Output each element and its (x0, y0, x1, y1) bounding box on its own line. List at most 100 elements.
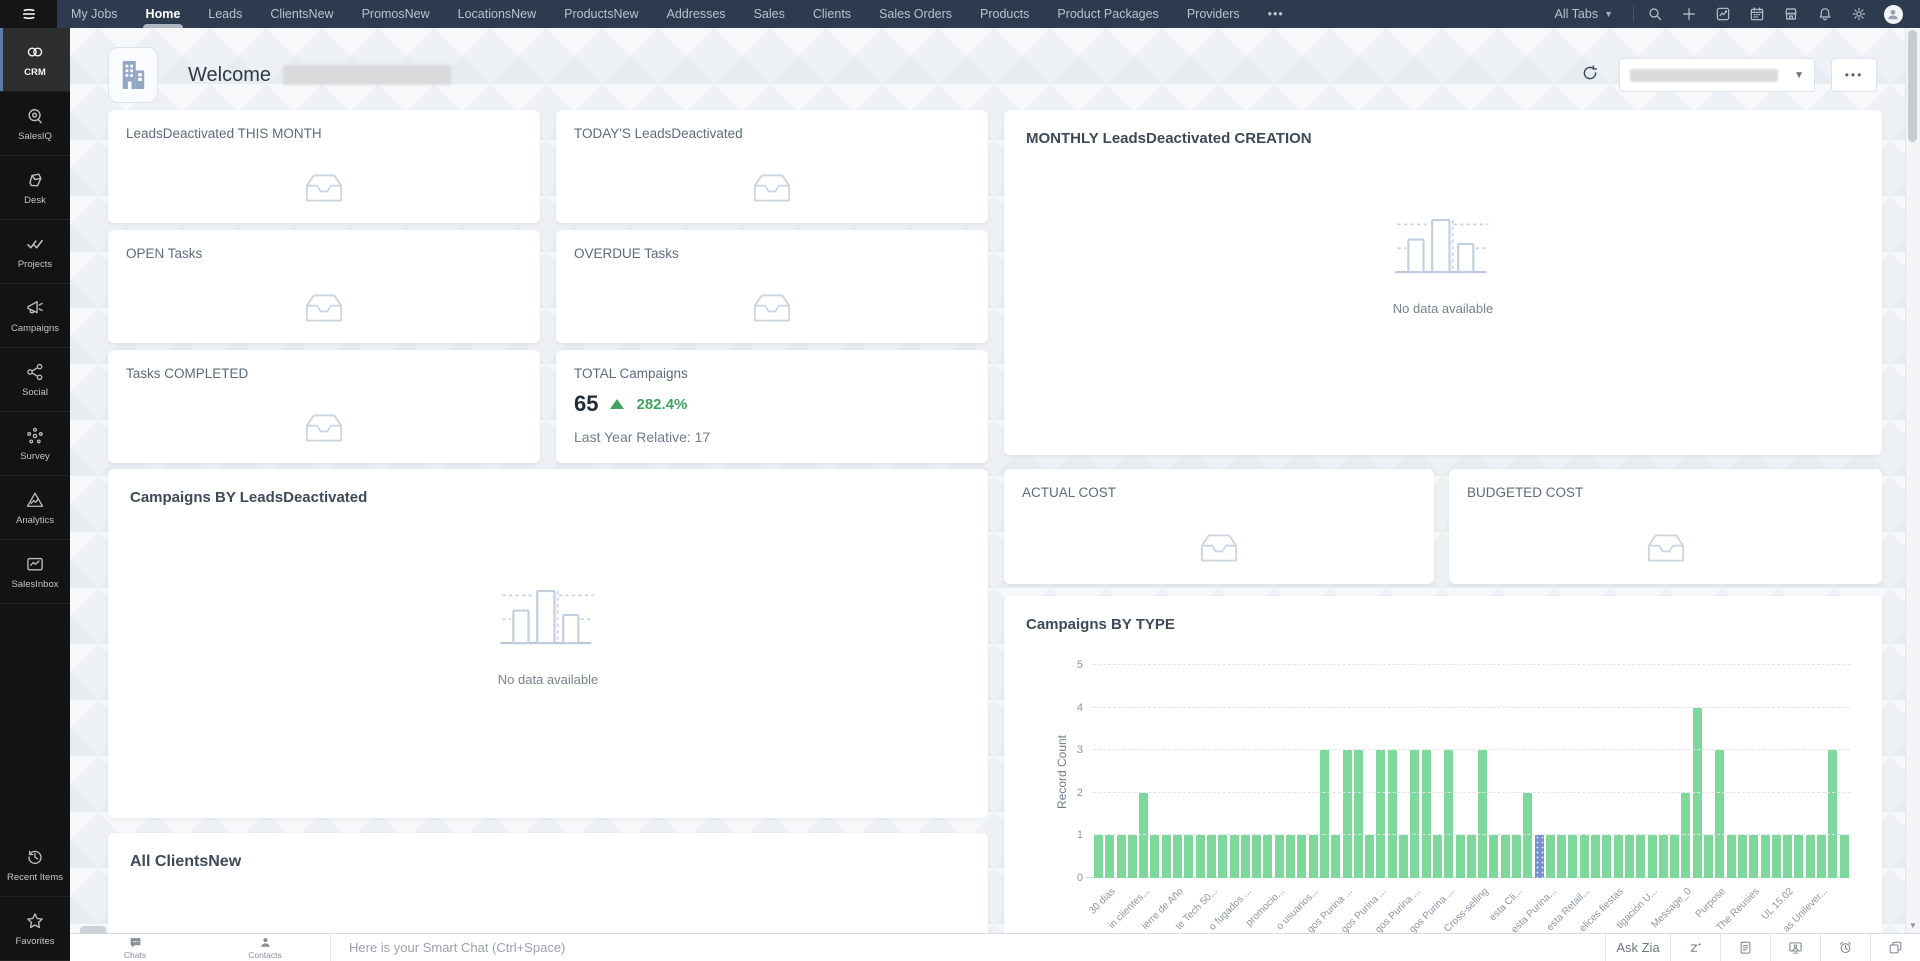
nav-tab-my-jobs[interactable]: My Jobs (71, 7, 118, 21)
chats-button[interactable]: Chats (70, 934, 200, 961)
bar[interactable] (1331, 835, 1341, 878)
bar[interactable] (1387, 750, 1397, 878)
bar[interactable] (1240, 835, 1250, 878)
bar[interactable] (1319, 750, 1329, 878)
bar[interactable] (1568, 835, 1578, 878)
bar[interactable] (1342, 750, 1352, 878)
bar[interactable] (1399, 835, 1409, 878)
bar[interactable] (1229, 835, 1239, 878)
bar[interactable] (1489, 835, 1499, 878)
nav-tab-products[interactable]: Products (980, 7, 1030, 21)
scrollbar-thumb[interactable] (1908, 30, 1917, 142)
nav-tab-clientsnew[interactable]: ClientsNew (270, 7, 334, 21)
bar[interactable] (1771, 835, 1781, 878)
bar[interactable] (1432, 835, 1442, 878)
bar[interactable] (1805, 835, 1815, 878)
sidebar-item-crm[interactable]: CRM (0, 28, 70, 92)
bar[interactable] (1591, 835, 1601, 878)
sidebar-item-recent-items[interactable]: Recent Items (0, 833, 70, 897)
sidebar-item-salesiq[interactable]: SalesIQ (0, 92, 70, 156)
nav-tab-more[interactable]: ••• (1267, 7, 1284, 21)
nav-tab-addresses[interactable]: Addresses (666, 7, 726, 21)
bar-highlighted[interactable] (1534, 835, 1544, 878)
bar[interactable] (1760, 835, 1770, 878)
bar[interactable] (1817, 835, 1826, 878)
bar[interactable] (1737, 835, 1747, 878)
bar[interactable] (1195, 835, 1205, 878)
bar[interactable] (1421, 750, 1431, 878)
bar[interactable] (1173, 835, 1183, 878)
bar[interactable] (1308, 835, 1318, 878)
dashboard-selector-dropdown[interactable]: ▼ (1619, 58, 1815, 92)
zia-button[interactable] (1671, 934, 1720, 961)
nav-tab-home[interactable]: Home (132, 0, 195, 28)
bar[interactable] (1365, 835, 1375, 878)
nav-tab-productsnew[interactable]: ProductsNew (564, 7, 639, 21)
bar[interactable] (1647, 835, 1657, 878)
bar[interactable] (1523, 792, 1533, 878)
bar[interactable] (1376, 750, 1386, 878)
ask-zia-button[interactable]: Ask Zia (1616, 940, 1660, 955)
nav-tab-providers[interactable]: Providers (1186, 7, 1240, 21)
bar[interactable] (1094, 835, 1103, 878)
bar[interactable] (1127, 835, 1137, 878)
vertical-scrollbar[interactable]: ▼ (1905, 28, 1920, 933)
bar[interactable] (1252, 835, 1262, 878)
settings-button[interactable] (1842, 0, 1876, 28)
bar[interactable] (1297, 835, 1307, 878)
nav-tab-product-packages[interactable]: Product Packages (1057, 7, 1159, 21)
bar[interactable] (1150, 835, 1160, 878)
bar[interactable] (1783, 835, 1793, 878)
bar[interactable] (1206, 835, 1216, 878)
bar[interactable] (1636, 835, 1646, 878)
avatar-button[interactable] (1876, 0, 1910, 28)
contacts-button[interactable]: Contacts (200, 934, 330, 961)
nav-tab-leads[interactable]: Leads (208, 7, 243, 21)
bar[interactable] (1658, 835, 1668, 878)
app-menu-button[interactable] (0, 0, 57, 28)
nav-tab-locationsnew[interactable]: LocationsNew (457, 7, 537, 21)
refresh-button[interactable] (1581, 64, 1603, 86)
bar[interactable] (1105, 835, 1115, 878)
notes-button[interactable] (1721, 934, 1770, 961)
bar[interactable] (1839, 835, 1849, 878)
bar[interactable] (1511, 835, 1521, 878)
bar[interactable] (1726, 835, 1736, 878)
bar[interactable] (1681, 792, 1691, 878)
search-button[interactable] (1638, 0, 1672, 28)
sidebar-item-desk[interactable]: Desk (0, 156, 70, 220)
bar[interactable] (1455, 835, 1465, 878)
bar[interactable] (1500, 835, 1510, 878)
bar[interactable] (1184, 835, 1194, 878)
bar[interactable] (1624, 835, 1634, 878)
bar[interactable] (1466, 835, 1476, 878)
scrollbar-down-arrow[interactable]: ▼ (1909, 921, 1917, 930)
presentation-button[interactable] (1771, 934, 1820, 961)
bar[interactable] (1353, 750, 1363, 878)
nav-tab-clients[interactable]: Clients (812, 7, 852, 21)
reminders-button[interactable] (1821, 934, 1870, 961)
all-tabs-dropdown[interactable]: All Tabs ▼ (1539, 7, 1629, 21)
sidebar-item-salesinbox[interactable]: SalesInbox (0, 540, 70, 604)
sidebar-item-projects[interactable]: Projects (0, 220, 70, 284)
bar[interactable] (1274, 835, 1284, 878)
sidebar-item-survey[interactable]: Survey (0, 412, 70, 476)
nav-tab-sales-orders[interactable]: Sales Orders (879, 7, 953, 21)
bar[interactable] (1579, 835, 1589, 878)
sidebar-item-analytics[interactable]: Analytics (0, 476, 70, 540)
bar[interactable] (1545, 835, 1555, 878)
copy-button[interactable] (1871, 934, 1920, 961)
notifications-button[interactable] (1808, 0, 1842, 28)
smart-chat-input[interactable]: Here is your Smart Chat (Ctrl+Space) (349, 940, 566, 955)
chat-bar-tab[interactable] (80, 926, 106, 934)
bar[interactable] (1557, 835, 1567, 878)
bar[interactable] (1794, 835, 1804, 878)
bar[interactable] (1478, 750, 1488, 878)
bar[interactable] (1218, 835, 1228, 878)
sidebar-item-social[interactable]: Social (0, 348, 70, 412)
bar[interactable] (1410, 750, 1420, 878)
bar[interactable] (1704, 835, 1714, 878)
bar[interactable] (1161, 835, 1171, 878)
bar[interactable] (1828, 750, 1838, 878)
sidebar-item-favorites[interactable]: Favorites (0, 897, 70, 961)
